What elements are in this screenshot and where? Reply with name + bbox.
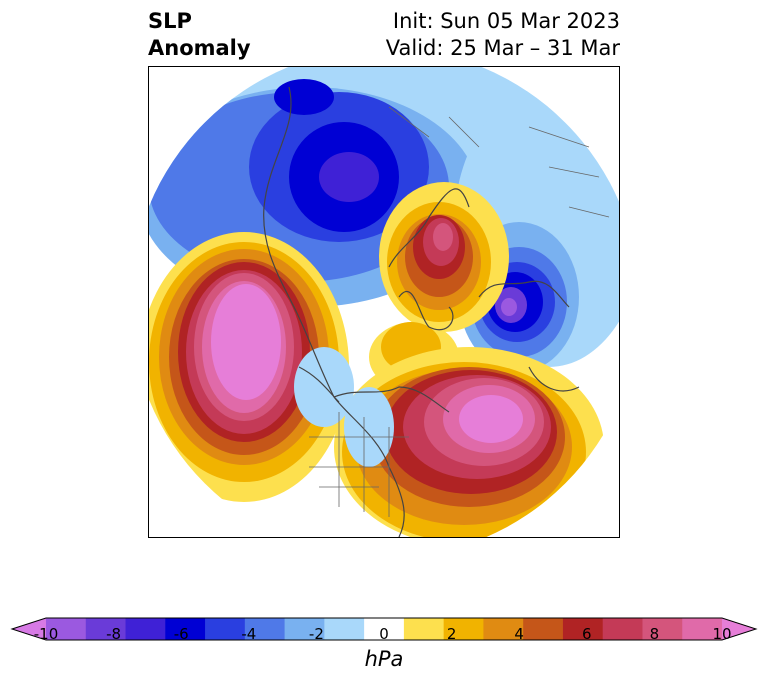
colorbar-segment <box>46 618 87 640</box>
colorbar-segment <box>244 618 286 640</box>
colorbar <box>10 617 758 641</box>
colorbar-segment <box>284 618 325 640</box>
colorbar-tick-label: -4 <box>241 625 257 643</box>
colorbar-tick-label: 0 <box>379 625 389 643</box>
init-date-label: Init: Sun 05 Mar 2023 <box>392 9 620 33</box>
colorbar-tick-label: -10 <box>33 625 59 643</box>
colorbar-segment <box>403 618 445 640</box>
colorbar-segment <box>364 618 405 640</box>
colorbar-segment <box>642 618 683 640</box>
colorbar-segment <box>602 618 643 640</box>
pacific-high-anomaly <box>149 232 349 502</box>
map-subtitle: Init: Sun 05 Mar 2023 Valid: 25 Mar – 31… <box>386 8 620 62</box>
colorbar-segment <box>205 618 246 640</box>
colorbar-segment <box>85 618 127 640</box>
colorbar-tick-label: 4 <box>514 625 524 643</box>
colorbar-outline <box>10 617 758 641</box>
title-line-1: SLP <box>148 9 192 33</box>
colorbar-unit-label: hPa <box>364 647 404 671</box>
colorbar-tick-label: 10 <box>712 625 732 643</box>
colorbar-segment <box>324 618 365 640</box>
colorbar-tick-label: -6 <box>173 625 189 643</box>
colorbar-tick-label: 2 <box>446 625 457 643</box>
western-us-low-anomaly <box>294 347 394 467</box>
colorbar-tick-label: 8 <box>649 625 660 643</box>
colorbar-segment <box>523 618 564 640</box>
colorbar-extend-low <box>12 618 46 640</box>
map-title: SLP Anomaly <box>148 8 251 62</box>
colorbar-tick-label: 6 <box>582 625 592 643</box>
valid-range-label: Valid: 25 Mar – 31 Mar <box>385 36 620 60</box>
barents-high-anomaly <box>379 182 509 332</box>
colorbar-segment <box>562 618 604 640</box>
colorbar-segment <box>165 618 206 640</box>
colorbar-segment <box>443 618 484 640</box>
colorbar-extend-high <box>722 618 756 640</box>
colorbar-segment <box>125 618 166 640</box>
colorbar-segment <box>483 618 524 640</box>
map-panel <box>148 66 620 538</box>
colorbar-tick-label: -8 <box>106 625 122 643</box>
anomaly-field <box>149 67 619 537</box>
colorbar-segment <box>682 618 723 640</box>
colorbar-tick-label: -2 <box>308 625 324 643</box>
anomaly-map <box>149 67 619 537</box>
country-borders <box>309 106 610 517</box>
title-line-2: Anomaly <box>148 36 251 60</box>
